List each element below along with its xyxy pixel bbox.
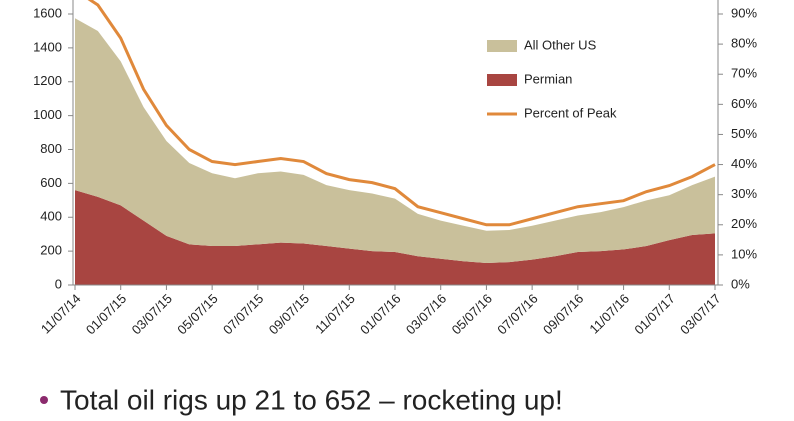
x-tick-label: 05/07/16 — [449, 291, 495, 337]
y-tick-label: 600 — [40, 175, 62, 190]
legend-swatch — [487, 74, 517, 86]
x-tick-label: 07/07/16 — [494, 291, 540, 337]
area — [75, 18, 715, 263]
y-tick-label: 1000 — [33, 107, 62, 122]
y-tick-label: 1600 — [33, 5, 62, 20]
y-tick-label: 1200 — [33, 73, 62, 88]
x-tick-label: 03/07/16 — [403, 291, 449, 337]
legend-swatch — [487, 40, 517, 52]
x-tick-label: 11/07/15 — [312, 291, 358, 337]
x-tick-label: 03/07/17 — [677, 291, 723, 337]
y2-tick-label: 30% — [731, 186, 757, 201]
legend-label: All Other US — [524, 37, 597, 52]
legend-label: Percent of Peak — [524, 105, 617, 120]
y2-tick-label: 80% — [731, 36, 757, 51]
y2-tick-label: 40% — [731, 156, 757, 171]
y-tick-label: 800 — [40, 141, 62, 156]
bullet-text: Total oil rigs up 21 to 652 – rocketing … — [60, 384, 563, 415]
y2-tick-label: 20% — [731, 216, 757, 231]
area — [75, 190, 715, 285]
y2-tick-label: 70% — [731, 66, 757, 81]
y-tick-label: 200 — [40, 243, 62, 258]
x-tick-label: 11/07/16 — [586, 291, 632, 337]
x-tick-label: 01/07/17 — [631, 291, 677, 337]
x-tick-label: 07/07/15 — [220, 291, 266, 337]
bullet-dot — [40, 396, 48, 404]
x-tick-label: 01/07/15 — [83, 291, 129, 337]
y-tick-label: 1400 — [33, 39, 62, 54]
y-tick-label: 400 — [40, 209, 62, 224]
x-tick-label: 11/07/14 — [38, 291, 84, 337]
x-tick-label: 03/07/15 — [129, 291, 175, 337]
y2-tick-label: 0% — [731, 276, 750, 291]
line-group — [87, 0, 716, 227]
y2-tick-label: 50% — [731, 126, 757, 141]
x-tick-label: 05/07/15 — [174, 291, 220, 337]
x-tick-label: 09/07/16 — [540, 291, 586, 337]
x-tick-label: 09/07/15 — [266, 291, 312, 337]
y2-tick-label: 60% — [731, 96, 757, 111]
y2-tick-label: 90% — [731, 5, 757, 20]
y-tick-label: 0 — [55, 276, 62, 291]
y2-tick-label: 10% — [731, 246, 757, 261]
line — [87, 0, 716, 227]
x-tick-label: 01/07/16 — [357, 291, 403, 337]
legend-label: Permian — [524, 71, 572, 86]
